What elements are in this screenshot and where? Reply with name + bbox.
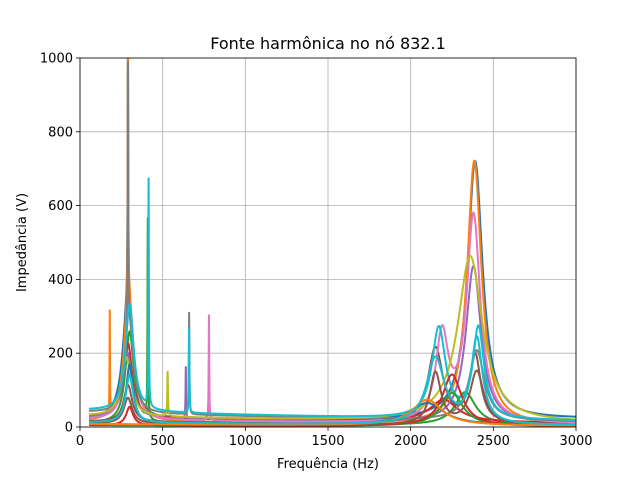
y-tick-label: 1000 (40, 52, 73, 67)
x-tick-label: 0 (76, 434, 84, 449)
y-tick-label: 600 (48, 199, 73, 214)
x-tick-label: 500 (150, 434, 175, 449)
x-tick-label: 3000 (559, 434, 592, 449)
series-line-s16 (88, 334, 576, 426)
series-line-s7 (88, 211, 576, 424)
y-tick-label: 800 (48, 125, 73, 140)
y-tick-label: 200 (48, 347, 73, 362)
x-tick-label: 2500 (477, 434, 510, 449)
x-tick-label: 2000 (394, 434, 427, 449)
axis-ticks: 0 500 1000 1500 2000 2500 3000 0 200 400 600 800 100… (40, 52, 593, 450)
series-line-s10 (88, 177, 576, 422)
y-axis-label: Impedância (V) (15, 193, 30, 292)
chart-title: Fonte harmônica no nó 832.1 (210, 34, 446, 53)
y-tick-label: 400 (48, 273, 73, 288)
series-line-s8 (88, 61, 576, 422)
x-tick-label: 1500 (311, 434, 344, 449)
x-tick-label: 1000 (229, 434, 262, 449)
series-line-s9 (88, 254, 576, 421)
y-tick-label: 0 (65, 421, 73, 436)
series-layer (88, 58, 576, 427)
x-axis-label: Frequência (Hz) (277, 457, 379, 472)
